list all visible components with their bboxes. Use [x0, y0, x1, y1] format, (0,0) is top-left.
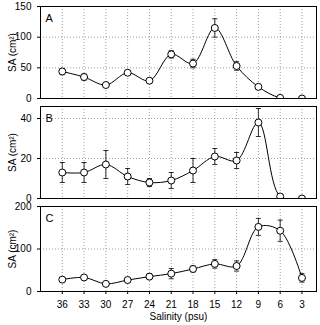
svg-text:150: 150 — [15, 1, 32, 12]
svg-text:100: 100 — [14, 243, 32, 255]
svg-text:C: C — [46, 212, 54, 224]
svg-text:50: 50 — [20, 62, 32, 73]
svg-text:0: 0 — [26, 193, 32, 202]
svg-text:36: 36 — [57, 299, 69, 310]
svg-text:12: 12 — [231, 299, 243, 310]
svg-text:9: 9 — [256, 299, 262, 310]
svg-text:27: 27 — [122, 299, 134, 310]
svg-text:SA (cm²): SA (cm²) — [7, 33, 18, 72]
svg-text:3: 3 — [299, 299, 305, 310]
svg-text:0: 0 — [26, 286, 32, 297]
svg-text:33: 33 — [79, 299, 91, 310]
svg-text:SA (cm²): SA (cm²) — [7, 133, 18, 172]
svg-text:B: B — [46, 112, 53, 124]
svg-text:18: 18 — [187, 299, 199, 310]
svg-text:200: 200 — [15, 202, 32, 212]
svg-text:24: 24 — [144, 299, 156, 310]
svg-text:6: 6 — [277, 299, 283, 310]
svg-text:A: A — [46, 12, 54, 24]
svg-text:Salinity (psu): Salinity (psu) — [150, 311, 208, 322]
svg-text:21: 21 — [166, 299, 178, 310]
svg-text:20: 20 — [20, 153, 32, 164]
svg-text:40: 40 — [20, 113, 32, 124]
svg-text:SA (cm²): SA (cm²) — [7, 230, 18, 269]
svg-text:100: 100 — [14, 31, 32, 43]
svg-text:30: 30 — [100, 299, 112, 310]
svg-text:15: 15 — [209, 299, 221, 310]
svg-text:0: 0 — [26, 93, 32, 102]
